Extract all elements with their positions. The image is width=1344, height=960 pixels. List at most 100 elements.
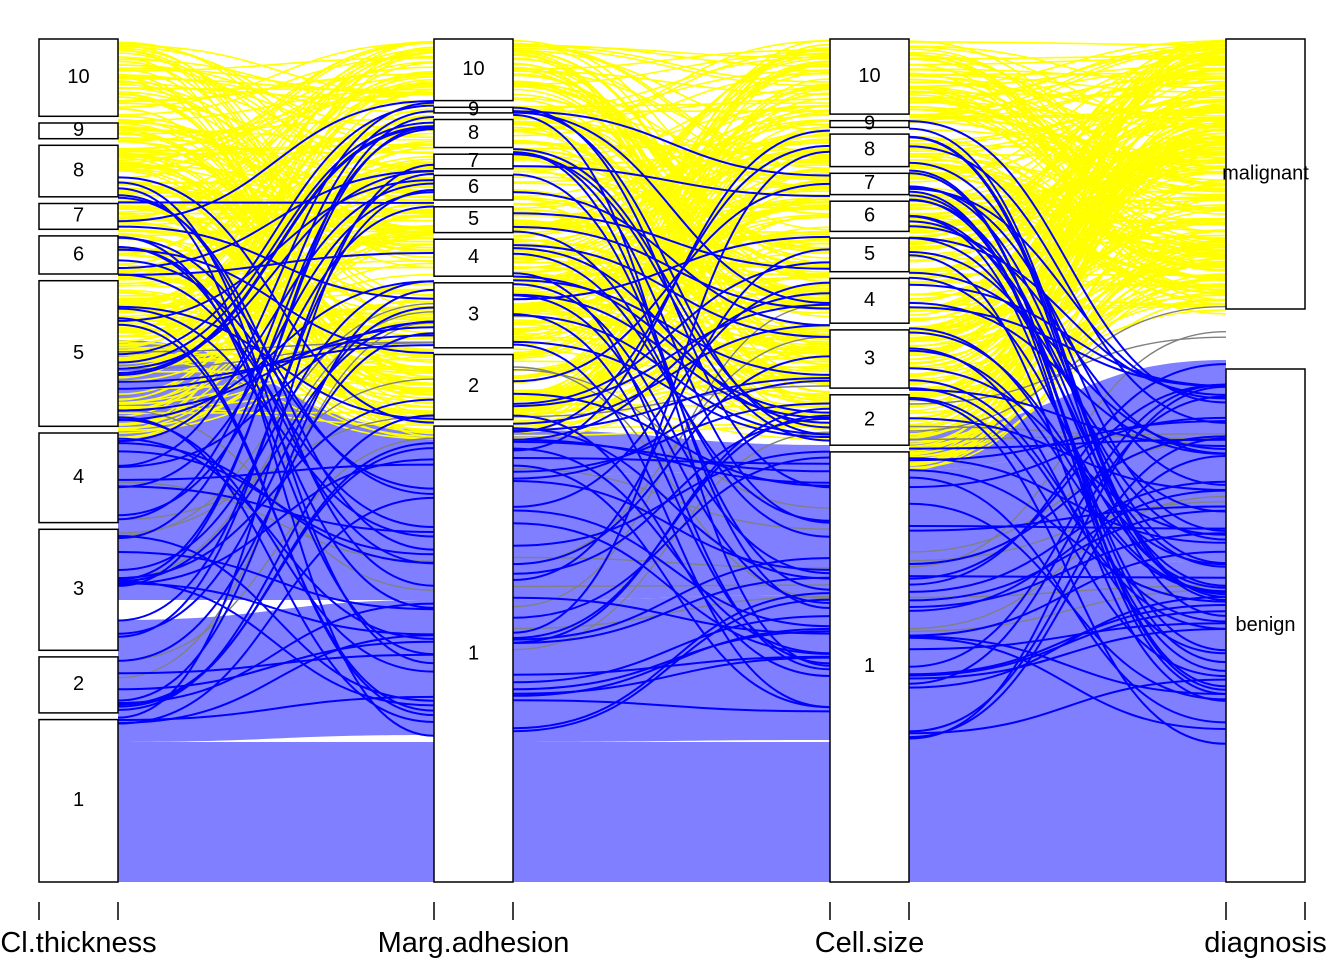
benign-flow (512, 110, 831, 177)
malignant-flow (512, 139, 831, 209)
benign-flow (117, 125, 435, 374)
benign-flow (908, 198, 1227, 652)
other-flow (512, 303, 831, 608)
benign-flow (117, 485, 435, 533)
benign-flow (512, 440, 831, 473)
malignant-flow (117, 93, 435, 396)
benign-flow (512, 392, 831, 487)
other-flow (117, 437, 435, 662)
stratum-marg-adhesion-9 (433, 106, 514, 114)
benign-flow (908, 417, 1227, 491)
benign-flow (117, 551, 435, 611)
stratum-cl-thickness-8 (38, 144, 119, 198)
benign-flow (117, 246, 435, 565)
malignant-flow (908, 288, 1227, 397)
benign-flow (512, 275, 831, 414)
stratum-cl-thickness-6 (38, 235, 119, 275)
benign-flow (117, 653, 435, 675)
stratum-label-cell-size-10: 10 (858, 65, 880, 87)
malignant-flow (908, 207, 1227, 225)
benign-flow (512, 576, 831, 644)
malignant-flow (512, 53, 831, 86)
malignant-flow (908, 87, 1227, 282)
malignant-flow (117, 156, 435, 228)
benign-flow (117, 252, 435, 276)
malignant-flow (908, 55, 1227, 148)
stratum-cell-size-6 (829, 200, 910, 233)
malignant-flow (908, 60, 1227, 322)
malignant-flow (117, 56, 435, 116)
stratum-label-cl-thickness-6: 6 (73, 243, 84, 265)
malignant-flow (117, 92, 435, 309)
benign-flow (512, 340, 831, 438)
benign-flow (512, 151, 831, 609)
malignant-flow (908, 108, 1227, 168)
stratum-label-cell-size-9: 9 (864, 112, 875, 134)
stratum-cl-thickness-7 (38, 202, 119, 231)
malignant-flow (117, 96, 435, 259)
benign-flow (512, 151, 831, 524)
benign-flow (117, 321, 435, 468)
malignant-flow (117, 76, 435, 114)
benign-flow (908, 610, 1227, 677)
axis-label-cl-thickness: Cl.thickness (0, 927, 156, 959)
benign-flow (512, 596, 831, 635)
malignant-flow (512, 120, 831, 384)
malignant-flow (512, 120, 831, 270)
malignant-flow (117, 215, 435, 220)
stratum-cl-thickness-2 (38, 656, 119, 714)
malignant-flow (512, 202, 831, 407)
malignant-flow (512, 70, 831, 227)
malignant-flow (908, 123, 1227, 437)
flow-layer (117, 39, 1227, 882)
malignant-flow (117, 70, 435, 305)
malignant-flow (908, 206, 1227, 279)
benign-flow (117, 344, 435, 383)
benign-flow (512, 165, 831, 197)
benign-flow (908, 383, 1227, 580)
benign-flow (117, 110, 435, 521)
stratum-marg-adhesion-3 (433, 282, 514, 349)
benign-flow (512, 655, 831, 676)
benign-flow (117, 236, 435, 495)
stratum-label-cl-thickness-5: 5 (73, 342, 84, 364)
stratum-label-cell-size-6: 6 (864, 205, 875, 227)
benign-flow (908, 347, 1227, 655)
malignant-flow (117, 82, 435, 195)
malignant-flow (512, 71, 831, 285)
malignant-flow (512, 205, 831, 324)
benign-flow (908, 509, 1227, 602)
benign-flow (512, 294, 831, 604)
stratum-marg-adhesion-1 (433, 425, 514, 883)
malignant-flow (908, 40, 1227, 88)
benign-flow (117, 418, 435, 673)
other-flow (908, 589, 1227, 632)
benign-flow (512, 355, 831, 566)
benign-flow (117, 121, 435, 364)
benign-flow (908, 505, 1227, 532)
benign-flow (512, 248, 831, 581)
benign-flow (512, 615, 831, 684)
malignant-flow (512, 275, 831, 352)
malignant-flow (908, 239, 1227, 448)
malignant-flow (512, 215, 831, 356)
benign-flow (512, 129, 831, 452)
benign-flow (908, 276, 1227, 589)
benign-flow (117, 463, 435, 481)
benign-flow (908, 367, 1227, 536)
stratum-cl-thickness-9 (38, 122, 119, 140)
malignant-flow (908, 195, 1227, 469)
benign-flow (908, 396, 1227, 678)
benign-flow (512, 456, 831, 619)
benign-flow (908, 331, 1227, 566)
malignant-flow (117, 237, 435, 308)
malignant-flow (117, 288, 435, 297)
benign-flow (117, 496, 435, 725)
benign-flow (512, 191, 831, 327)
malignant-flow (117, 180, 435, 426)
malignant-flow (512, 62, 831, 393)
stratum-label-marg-adhesion-9: 9 (468, 98, 479, 120)
benign-flow (512, 111, 831, 304)
stratum-label-cl-thickness-7: 7 (73, 205, 84, 227)
benign-flow (908, 214, 1227, 596)
